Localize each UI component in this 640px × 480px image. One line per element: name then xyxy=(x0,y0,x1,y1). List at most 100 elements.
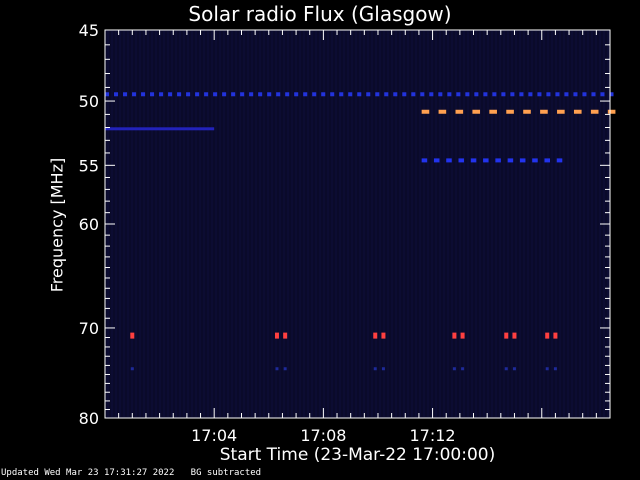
bg-note: BG subtracted xyxy=(190,468,262,478)
signal-dash xyxy=(150,92,155,97)
signal-dash xyxy=(141,92,146,97)
signal-dash xyxy=(607,109,616,114)
burst-echo xyxy=(381,367,385,371)
signal-dash xyxy=(123,92,128,97)
signal-dash xyxy=(249,92,254,97)
signal-dash xyxy=(438,92,443,97)
signal-dash xyxy=(231,92,236,97)
burst-echo xyxy=(452,367,456,371)
burst-echo xyxy=(373,367,377,371)
signal-dash xyxy=(433,158,440,163)
signal-dash xyxy=(402,92,407,97)
y-tick-label: 70 xyxy=(79,319,99,338)
signal-dash xyxy=(348,92,353,97)
signal-dash xyxy=(555,92,560,97)
burst-echo xyxy=(545,367,549,371)
x-tick-label: 17:08 xyxy=(300,426,346,445)
burst-spot xyxy=(504,332,509,339)
signal-dash xyxy=(600,92,605,97)
chart-title: Solar radio Flux (Glasgow) xyxy=(188,2,452,26)
x-tick-label: 17:04 xyxy=(191,426,237,445)
signal-dash xyxy=(429,92,434,97)
burst-echo xyxy=(512,367,516,371)
signal-dash xyxy=(483,92,488,97)
signal-band xyxy=(105,127,215,131)
burst-echo xyxy=(275,367,279,371)
signal-dash xyxy=(489,109,497,114)
x-tick-label: 17:12 xyxy=(410,426,456,445)
signal-dash xyxy=(564,92,569,97)
signal-dash xyxy=(519,92,524,97)
signal-dash xyxy=(204,92,209,97)
signal-dash xyxy=(159,92,164,97)
y-tick-label: 60 xyxy=(79,215,99,234)
y-tick-label: 80 xyxy=(79,409,99,428)
signal-dash xyxy=(321,92,326,97)
signal-dash xyxy=(177,92,182,97)
burst-spot xyxy=(130,332,135,339)
burst-echo xyxy=(461,367,465,371)
signal-dash xyxy=(438,109,447,114)
signal-dash xyxy=(546,92,551,97)
signal-dash xyxy=(357,92,362,97)
signal-dash xyxy=(492,92,497,97)
signal-dash xyxy=(590,109,599,114)
signal-dash xyxy=(393,92,398,97)
signal-dash xyxy=(609,92,614,97)
signal-dash xyxy=(510,92,515,97)
signal-dash xyxy=(421,158,428,163)
signal-dash xyxy=(519,158,526,163)
signal-dash xyxy=(556,158,563,163)
y-tick-label: 55 xyxy=(79,156,99,175)
signal-dash xyxy=(294,92,299,97)
burst-spot xyxy=(553,332,558,339)
signal-dash xyxy=(312,92,317,97)
burst-spot xyxy=(373,332,378,339)
signal-dash xyxy=(506,109,514,114)
signal-dash xyxy=(591,92,596,97)
burst-spot xyxy=(274,332,279,339)
signal-dash xyxy=(474,92,479,97)
signal-dash xyxy=(114,92,119,97)
signal-dash xyxy=(455,109,464,114)
signal-dash xyxy=(582,92,587,97)
burst-echo xyxy=(504,367,508,371)
signal-dash xyxy=(421,109,430,114)
signal-dash xyxy=(495,158,501,163)
signal-dash xyxy=(470,158,477,163)
signal-dash xyxy=(472,109,481,114)
signal-dash xyxy=(258,92,263,97)
signal-dash xyxy=(240,92,245,97)
signal-dash xyxy=(303,92,308,97)
y-axis-label: Frequency [MHz] xyxy=(47,157,67,293)
signal-dash xyxy=(540,109,548,114)
burst-echo xyxy=(283,367,287,371)
plot-background xyxy=(105,30,610,418)
signal-dash xyxy=(213,92,218,97)
burst-echo xyxy=(553,367,557,371)
signal-dash xyxy=(557,109,565,114)
signal-dash xyxy=(447,92,452,97)
burst-echo xyxy=(130,367,134,371)
signal-dash xyxy=(330,92,335,97)
signal-dash xyxy=(276,92,281,97)
signal-dash xyxy=(186,92,191,97)
signal-dash xyxy=(384,92,389,97)
signal-dash xyxy=(446,158,452,163)
signal-dash xyxy=(573,92,578,97)
signal-dash xyxy=(528,92,533,97)
signal-dash xyxy=(544,158,551,163)
signal-dash xyxy=(483,158,489,163)
signal-dash xyxy=(375,92,380,97)
burst-spot xyxy=(283,332,288,339)
signal-dash xyxy=(267,92,272,97)
signal-dash xyxy=(222,92,227,97)
signal-dash xyxy=(195,92,200,97)
burst-spot xyxy=(545,332,550,339)
signal-dash xyxy=(420,92,425,97)
signal-dash xyxy=(105,92,110,97)
signal-dash xyxy=(339,92,344,97)
signal-dash xyxy=(537,92,542,97)
signal-dash xyxy=(507,158,514,163)
